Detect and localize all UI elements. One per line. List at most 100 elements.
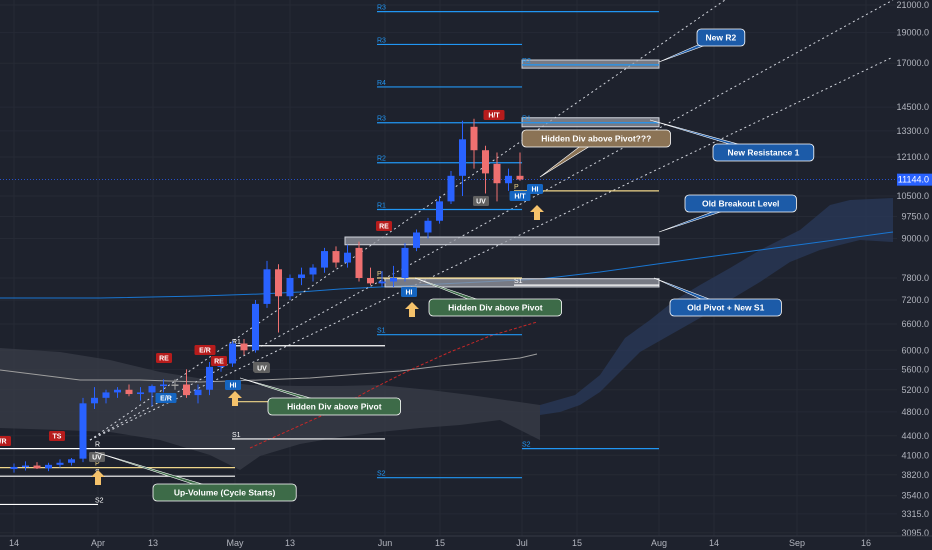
candle (56, 459, 64, 468)
x-tick-label: 13 (148, 538, 158, 548)
candle-body (194, 389, 202, 396)
candle (459, 120, 466, 197)
callout-box (669, 298, 782, 317)
candle-body (424, 220, 432, 233)
candle-body (275, 269, 282, 297)
callout-box (267, 397, 402, 416)
marker-ts: TS (49, 431, 65, 441)
candle-body (114, 389, 121, 393)
candle-body (401, 247, 409, 278)
candle (482, 145, 489, 194)
callout: Hidden Div above Pivot??? (521, 129, 671, 178)
candle (332, 246, 340, 268)
candle-body (171, 384, 179, 387)
marker-h-t: H/T (509, 191, 531, 201)
x-tick-label: 14 (9, 538, 19, 548)
marker-hi: HI (401, 287, 417, 297)
marker-label: H/T (488, 113, 500, 120)
ma-grey-line (0, 353, 538, 383)
y-tick-label: 9000.0 (901, 234, 929, 244)
callout-label: New Resistance 1 (727, 148, 799, 158)
marker-re: RE (376, 221, 392, 231)
candle-body (125, 389, 133, 395)
candle (148, 384, 156, 407)
marker-label: UV (92, 455, 102, 462)
y-tick-label: 6600.0 (901, 319, 929, 329)
candle (79, 397, 87, 463)
marker-re: RE (211, 356, 227, 366)
candle-body (148, 386, 156, 393)
candle (367, 267, 374, 286)
candle-body (183, 384, 190, 396)
candle-body (137, 392, 144, 395)
new-r2-zone (521, 59, 660, 69)
callout-box (712, 143, 815, 162)
candle-body (378, 281, 386, 284)
candle (137, 387, 144, 401)
callout: Old Pivot + New S1 (653, 277, 782, 317)
marker-uv: UV (254, 363, 270, 373)
marker-label: TS (53, 434, 62, 441)
marker-badge (0, 436, 11, 446)
candle-body (160, 384, 167, 387)
candle (33, 462, 41, 470)
candle (344, 244, 351, 268)
x-tick-label: 15 (572, 538, 582, 548)
marker-badge (89, 452, 105, 462)
marker-label: E/R (199, 348, 211, 355)
callout-label: New R2 (706, 33, 737, 43)
callout-box (696, 28, 746, 47)
ma-red-line (249, 321, 538, 449)
trendline-dotted (89, 56, 894, 441)
callouts: New R2 New Resistance 1 Old Breakout Level… (94, 28, 815, 502)
marker-badge (527, 184, 543, 194)
callout: Old Breakout Level (658, 194, 797, 233)
callout: New Resistance 1 (649, 119, 815, 162)
pivot-level-label: P (514, 184, 519, 191)
pivot-level-label: P (95, 461, 100, 468)
y-tick-label: 7200.0 (901, 295, 929, 305)
candle-body (367, 277, 374, 284)
y-tick-label: 7800.0 (901, 273, 929, 283)
marker-h-t: H/T (483, 110, 505, 120)
candle (447, 170, 455, 205)
y-tick-label: 10500.0 (896, 191, 929, 201)
candle-body (459, 139, 466, 176)
candle-body (68, 459, 75, 463)
arrows (91, 205, 544, 485)
marker-label: RE (159, 356, 169, 363)
candle (171, 379, 179, 390)
y-tick-label: 21000.0 (896, 0, 929, 10)
callout-box (684, 194, 797, 213)
pivot-level-label: R1 (232, 339, 241, 346)
candle-body (102, 392, 110, 398)
marker-badge (254, 363, 270, 373)
candle-body (263, 269, 271, 304)
x-tick-label: Jul (516, 538, 528, 548)
callout-box (152, 483, 297, 502)
candle (286, 274, 294, 301)
candle (401, 243, 409, 282)
callout-label: Old Breakout Level (702, 199, 779, 209)
candle (252, 300, 259, 353)
x-tick-label: Aug (651, 538, 667, 548)
pivot-level-label: P (377, 271, 382, 278)
y-tick-label: 14500.0 (896, 102, 929, 112)
candle-body (482, 150, 489, 174)
marker-badge (156, 353, 172, 363)
candle (194, 384, 202, 404)
marker-badge (473, 196, 489, 206)
pivot-level-label: R3 (377, 37, 386, 44)
callout-label: Hidden Div above Pivot (448, 303, 543, 313)
candle-body (355, 247, 363, 278)
candle-body (390, 277, 397, 282)
y-tick-label: 17000.0 (896, 58, 929, 68)
y-tick-label: 3095.0 (901, 528, 929, 538)
candle-body (332, 251, 340, 263)
candle (390, 265, 397, 287)
callout: Up-Volume (Cycle Starts) (94, 451, 297, 502)
candle-body (252, 303, 259, 351)
y-tick-label: 3315.0 (901, 509, 929, 519)
callout: New R2 (658, 28, 746, 63)
marker-badge (194, 345, 216, 355)
